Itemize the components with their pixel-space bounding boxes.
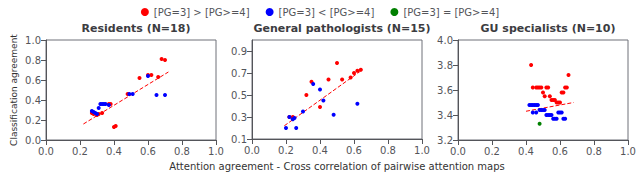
svg-text:[PG=3] < [PG>=4]: [PG=3] < [PG>=4] bbox=[279, 7, 375, 18]
svg-text:0.2: 0.2 bbox=[72, 146, 88, 157]
svg-text:1.0: 1.0 bbox=[414, 145, 430, 156]
svg-text:0.6: 0.6 bbox=[25, 75, 41, 86]
svg-text:0.1: 0.1 bbox=[231, 134, 247, 145]
svg-text:0.0: 0.0 bbox=[25, 135, 41, 146]
svg-text:0.6: 0.6 bbox=[140, 146, 156, 157]
svg-text:0.3: 0.3 bbox=[231, 112, 247, 123]
svg-text:Attention agreement - Cross co: Attention agreement - Cross correlation … bbox=[169, 161, 504, 172]
svg-text:Classification agreement: Classification agreement bbox=[9, 34, 19, 146]
svg-text:0.8: 0.8 bbox=[25, 55, 41, 66]
svg-text:1.0: 1.0 bbox=[208, 146, 224, 157]
svg-text:0.8: 0.8 bbox=[380, 145, 396, 156]
svg-text:GU specialists (N=10): GU specialists (N=10) bbox=[481, 22, 616, 35]
svg-text:0.4: 0.4 bbox=[312, 145, 328, 156]
svg-text:1.0: 1.0 bbox=[620, 146, 636, 157]
svg-text:0.2: 0.2 bbox=[25, 115, 41, 126]
svg-text:0.8: 0.8 bbox=[174, 146, 190, 157]
svg-text:0.0: 0.0 bbox=[450, 146, 466, 157]
svg-text:0.2: 0.2 bbox=[484, 146, 500, 157]
svg-text:0.8: 0.8 bbox=[586, 146, 602, 157]
svg-text:0.2: 0.2 bbox=[278, 145, 294, 156]
svg-text:0.4: 0.4 bbox=[106, 146, 122, 157]
svg-text:1.0: 1.0 bbox=[25, 35, 41, 46]
svg-text:0.6: 0.6 bbox=[552, 146, 568, 157]
svg-text:0.0: 0.0 bbox=[38, 146, 54, 157]
svg-text:3.8: 3.8 bbox=[437, 60, 453, 71]
svg-text:General pathologists (N=15): General pathologists (N=15) bbox=[253, 22, 430, 35]
svg-text:[PG=3] > [PG>=4]: [PG=3] > [PG>=4] bbox=[154, 7, 250, 18]
svg-text:0.4: 0.4 bbox=[518, 146, 534, 157]
svg-text:3.4: 3.4 bbox=[437, 110, 453, 121]
svg-text:0.7: 0.7 bbox=[231, 68, 247, 79]
svg-text:0.6: 0.6 bbox=[346, 145, 362, 156]
svg-text:Residents (N=18): Residents (N=18) bbox=[82, 22, 191, 35]
svg-text:3.2: 3.2 bbox=[437, 135, 453, 146]
svg-text:0.4: 0.4 bbox=[25, 95, 41, 106]
svg-text:0.9: 0.9 bbox=[231, 46, 247, 57]
svg-text:3.6: 3.6 bbox=[437, 85, 453, 96]
svg-text:[PG=3] = [PG>=4]: [PG=3] = [PG>=4] bbox=[403, 7, 499, 18]
svg-text:0.0: 0.0 bbox=[244, 145, 260, 156]
svg-text:4.0: 4.0 bbox=[437, 35, 453, 46]
svg-text:0.5: 0.5 bbox=[231, 90, 247, 101]
